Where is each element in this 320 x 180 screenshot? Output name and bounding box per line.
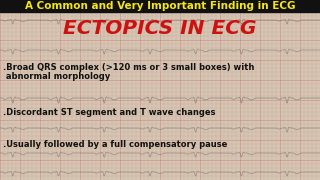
Text: abnormal morphology: abnormal morphology bbox=[3, 72, 110, 81]
Text: .Discordant ST segment and T wave changes: .Discordant ST segment and T wave change… bbox=[3, 108, 215, 117]
Text: .Usually followed by a full compensatory pause: .Usually followed by a full compensatory… bbox=[3, 140, 228, 149]
Bar bbox=[0, 0, 320, 12]
Text: A Common and Very Important Finding in ECG: A Common and Very Important Finding in E… bbox=[25, 1, 295, 11]
Text: .Broad QRS complex (>120 ms or 3 small boxes) with: .Broad QRS complex (>120 ms or 3 small b… bbox=[3, 63, 254, 72]
Text: ECTOPICS IN ECG: ECTOPICS IN ECG bbox=[63, 19, 257, 37]
